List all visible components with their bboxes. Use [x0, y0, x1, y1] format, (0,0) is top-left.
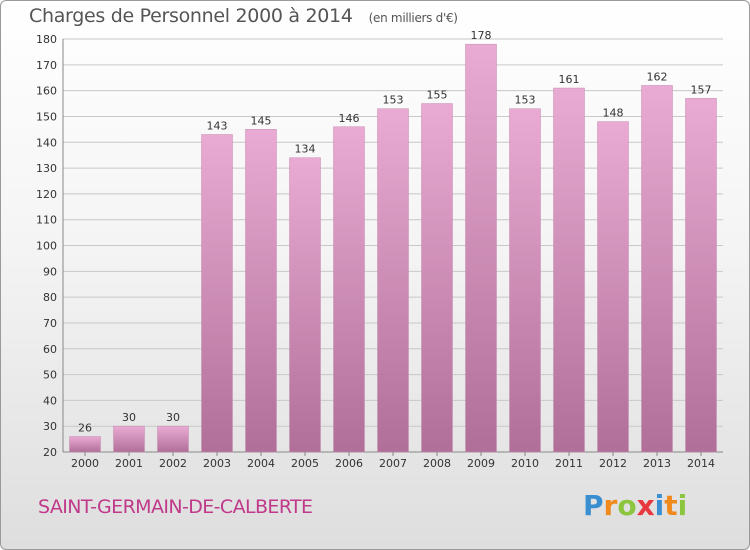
y-tick-label: 130: [36, 162, 57, 175]
x-tick-label: 2005: [291, 457, 319, 470]
y-tick-label: 40: [43, 394, 57, 407]
bar: [69, 436, 101, 453]
x-tick-label: 2014: [687, 457, 715, 470]
x-tick-label: 2002: [159, 457, 187, 470]
x-tick-label: 2013: [643, 457, 671, 470]
bar: [465, 43, 497, 453]
y-tick-label: 120: [36, 188, 57, 201]
x-tick-label: 2004: [247, 457, 275, 470]
y-tick-label: 160: [36, 85, 57, 98]
data-label: 157: [691, 83, 712, 96]
bar: [553, 87, 585, 453]
bar: [597, 121, 629, 453]
x-tick-label: 2003: [203, 457, 231, 470]
data-label: 153: [515, 94, 536, 107]
data-label: 145: [251, 114, 272, 127]
y-tick-label: 50: [43, 369, 57, 382]
bar: [289, 157, 321, 453]
y-tick-label: 180: [36, 33, 57, 46]
city-name: SAINT-GERMAIN-DE-CALBERTE: [38, 496, 313, 518]
bar: [245, 129, 277, 453]
bar: [157, 425, 189, 453]
y-tick-label: 60: [43, 343, 57, 356]
data-label: 26: [78, 422, 92, 435]
logo-letter: P: [583, 489, 604, 522]
y-tick-label: 80: [43, 291, 57, 304]
y-tick-label: 90: [43, 265, 57, 278]
logo-letter: x: [636, 489, 655, 522]
logo-letter: i: [677, 489, 688, 522]
data-label: 143: [207, 120, 228, 133]
bar: [377, 108, 409, 453]
x-tick-label: 2009: [467, 457, 495, 470]
y-tick-label: 110: [36, 214, 57, 227]
data-label: 134: [295, 143, 316, 156]
x-tick-label: 2000: [71, 457, 99, 470]
x-tick-label: 2012: [599, 457, 627, 470]
data-label: 146: [339, 112, 360, 125]
x-tick-label: 2008: [423, 457, 451, 470]
x-tick-label: 2006: [335, 457, 363, 470]
bar: [421, 103, 453, 453]
x-tick-label: 2011: [555, 457, 583, 470]
x-tick-label: 2010: [511, 457, 539, 470]
logo-letter: o: [617, 489, 637, 522]
title-text: Charges de Personnel 2000 à 2014: [29, 5, 353, 27]
x-tick-label: 2001: [115, 457, 143, 470]
logo-letter: r: [603, 489, 618, 522]
y-tick-label: 150: [36, 110, 57, 123]
y-tick-label: 70: [43, 317, 57, 330]
logo-letter: t: [664, 489, 678, 522]
y-tick-label: 140: [36, 136, 57, 149]
data-label: 30: [122, 411, 136, 424]
bar: [641, 85, 673, 453]
data-label: 162: [647, 70, 668, 83]
y-tick-label: 100: [36, 240, 57, 253]
x-tick-label: 2007: [379, 457, 407, 470]
y-tick-label: 20: [43, 446, 57, 459]
data-label: 155: [427, 89, 448, 102]
bar: [333, 126, 365, 453]
data-label: 161: [559, 73, 580, 86]
data-label: 178: [471, 29, 492, 42]
data-label: 153: [383, 94, 404, 107]
logo-letter: i: [654, 489, 665, 522]
chart-subtitle: (en milliers d'€): [368, 11, 458, 25]
chart-title: Charges de Personnel 2000 à 2014 (en mill…: [29, 5, 458, 27]
bar: [685, 98, 717, 453]
y-tick-label: 170: [36, 59, 57, 72]
bar: [113, 425, 145, 453]
bar: [201, 134, 233, 453]
data-label: 148: [603, 107, 624, 120]
bar: [509, 108, 541, 453]
proxiti-logo: Proxiti: [583, 489, 687, 522]
y-tick-label: 30: [43, 420, 57, 433]
data-label: 30: [166, 411, 180, 424]
